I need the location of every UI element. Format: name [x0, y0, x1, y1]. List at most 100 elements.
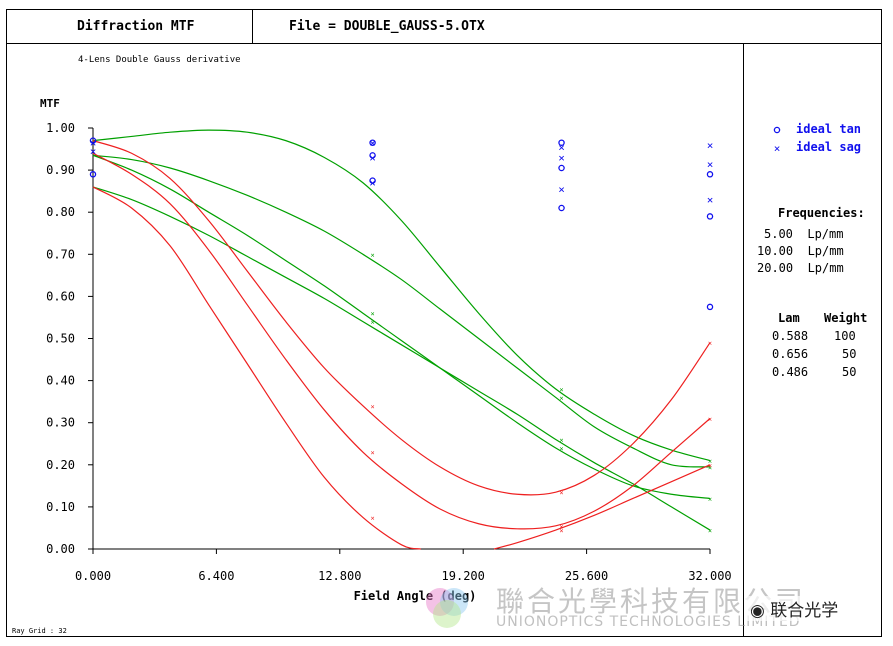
mtf-curve-red	[92, 152, 711, 530]
company-logo-icon	[426, 588, 468, 628]
curve-sample-marker: ×	[559, 394, 563, 402]
chart-axes	[92, 128, 710, 550]
chart-ticks: 0.00 0.10 0.20 0.30 0.40 0.50 0.60 0.70 0.80 0.90…	[46, 121, 732, 583]
curve-sample-marker: ×	[708, 415, 712, 423]
title-bar: Diffraction MTF File = DOUBLE_GAUSS-5.OT…	[7, 10, 881, 44]
y-tick-label: 0.20	[46, 458, 75, 472]
mtf-curve-red	[92, 186, 421, 550]
y-tick-label: 0.50	[46, 332, 75, 346]
y-tick-label: 0.70	[46, 247, 75, 261]
lam-value: 0.588	[772, 329, 808, 343]
ideal-tan-point	[706, 213, 714, 220]
y-tick-label: 0.00	[46, 542, 75, 556]
x-tick-label: 12.800	[318, 569, 361, 583]
lam-value: 0.486	[772, 365, 808, 379]
lam-header: Lam	[778, 311, 800, 325]
mtf-curve-green	[92, 154, 711, 500]
curve-sample-marker: ×	[708, 495, 712, 503]
ideal-tan-point	[558, 204, 565, 212]
weight-value: 50	[842, 365, 856, 379]
plot-title: Diffraction MTF	[7, 10, 253, 43]
ideal-sag-point: ×	[90, 137, 97, 150]
account-tag: ◉ 联合光学	[746, 596, 843, 621]
legend: ideal tan × ideal sag	[774, 122, 861, 155]
legend-tan-marker	[773, 126, 781, 134]
frequency-5: 5.00 Lp/mm	[764, 227, 843, 241]
legend-tan-label: ideal tan	[796, 122, 861, 136]
ideal-tan-point	[558, 164, 565, 172]
curve-sample-marker: ×	[708, 462, 712, 470]
frequencies-title: Frequencies:	[778, 206, 865, 220]
mtf-curve-red	[493, 464, 711, 550]
curve-sample-marker: ×	[559, 445, 563, 453]
ideal-sag-point: ×	[558, 151, 565, 164]
x-tick-label: 6.400	[198, 569, 234, 583]
x-tick-label: 32.000	[688, 569, 731, 583]
ideal-tan-point	[369, 139, 376, 146]
file-label: File = DOUBLE_GAUSS-5.OTX	[289, 19, 485, 34]
curve-sample-marker: ×	[708, 527, 712, 535]
curve-sample-marker: ×	[708, 458, 712, 466]
mtf-curve-red	[92, 140, 711, 496]
curve-sample-marker: ×	[370, 449, 374, 457]
x-tick-label: 25.600	[565, 569, 608, 583]
account-tag-label: 联合光学	[770, 601, 839, 621]
frequency-20: 20.00 Lp/mm	[757, 261, 844, 275]
curve-sample-marker: ×	[559, 489, 563, 497]
y-tick-label: 0.80	[46, 205, 75, 219]
ideal-tan-point	[558, 139, 565, 146]
y-tick-label: 1.00	[46, 121, 75, 135]
curve-sample-marker: ×	[559, 386, 563, 394]
mtf-curves: ×××××××××××××××××××××	[92, 129, 712, 550]
ideal-sag-point: ×	[558, 141, 565, 154]
curve-sample-marker: ×	[370, 319, 374, 327]
mtf-curve-green	[92, 186, 711, 531]
curve-sample-marker: ×	[559, 527, 563, 535]
x-axis-label: Field Angle (deg)	[354, 589, 477, 603]
ideal-tan-point	[706, 171, 714, 178]
curve-sample-marker: ×	[559, 437, 563, 445]
ray-grid-note: Ray Grid : 32	[12, 627, 67, 635]
curve-sample-marker: ×	[708, 340, 712, 348]
y-tick-label: 0.30	[46, 416, 75, 430]
side-panel: Frequencies: 5.00 Lp/mm 10.00 Lp/mm 20.0…	[757, 206, 867, 379]
weight-header: Weight	[824, 311, 867, 325]
ideal-tan-point	[369, 177, 376, 184]
ideal-sag-point: ×	[707, 194, 714, 207]
ideal-tan-point	[369, 152, 376, 159]
curve-sample-marker: ×	[559, 523, 563, 531]
weight-value: 100	[834, 329, 856, 343]
mtf-curve-green	[92, 129, 711, 462]
y-tick-label: 0.90	[46, 163, 75, 177]
curve-sample-marker: ×	[370, 251, 374, 259]
chart-subtitle: 4-Lens Double Gauss derivative	[78, 55, 241, 65]
curve-sample-marker: ×	[370, 403, 374, 411]
x-tick-label: 0.000	[75, 569, 111, 583]
watermark: 聯合光學科技有限公司 UNIONOPTICS TECHNOLOGIES LIMI…	[418, 578, 888, 638]
y-tick-label: 0.10	[46, 500, 75, 514]
y-tick-label: 0.60	[46, 289, 75, 303]
side-panel-divider	[743, 44, 744, 637]
ideal-tan-point	[89, 171, 97, 178]
lam-value: 0.656	[772, 347, 808, 361]
ideal-sag-point: ×	[369, 151, 376, 164]
ideal-tan-point	[89, 137, 97, 144]
wechat-icon: ◉	[750, 601, 771, 621]
y-axis-label: MTF	[40, 97, 60, 110]
plot-window: Diffraction MTF File = DOUBLE_GAUSS-5.OT…	[6, 9, 882, 637]
ideal-tan-point	[706, 303, 714, 311]
ideal-sag-point: ×	[90, 145, 97, 158]
ideal-sag-point: ×	[707, 139, 714, 152]
legend-sag-marker: ×	[774, 142, 781, 155]
weight-value: 50	[842, 347, 856, 361]
mtf-curve-green	[92, 154, 711, 468]
company-name-en: UNIONOPTICS TECHNOLOGIES LIMITED	[496, 614, 801, 630]
ideal-sag-point: ×	[558, 183, 565, 196]
frequency-10: 10.00 Lp/mm	[757, 244, 844, 258]
curve-sample-marker: ×	[370, 514, 374, 522]
ideal-sag-point: ×	[707, 158, 714, 171]
ideal-markers: ×××××××××××	[89, 137, 714, 311]
legend-sag-label: ideal sag	[796, 140, 861, 154]
y-tick-label: 0.40	[46, 374, 75, 388]
